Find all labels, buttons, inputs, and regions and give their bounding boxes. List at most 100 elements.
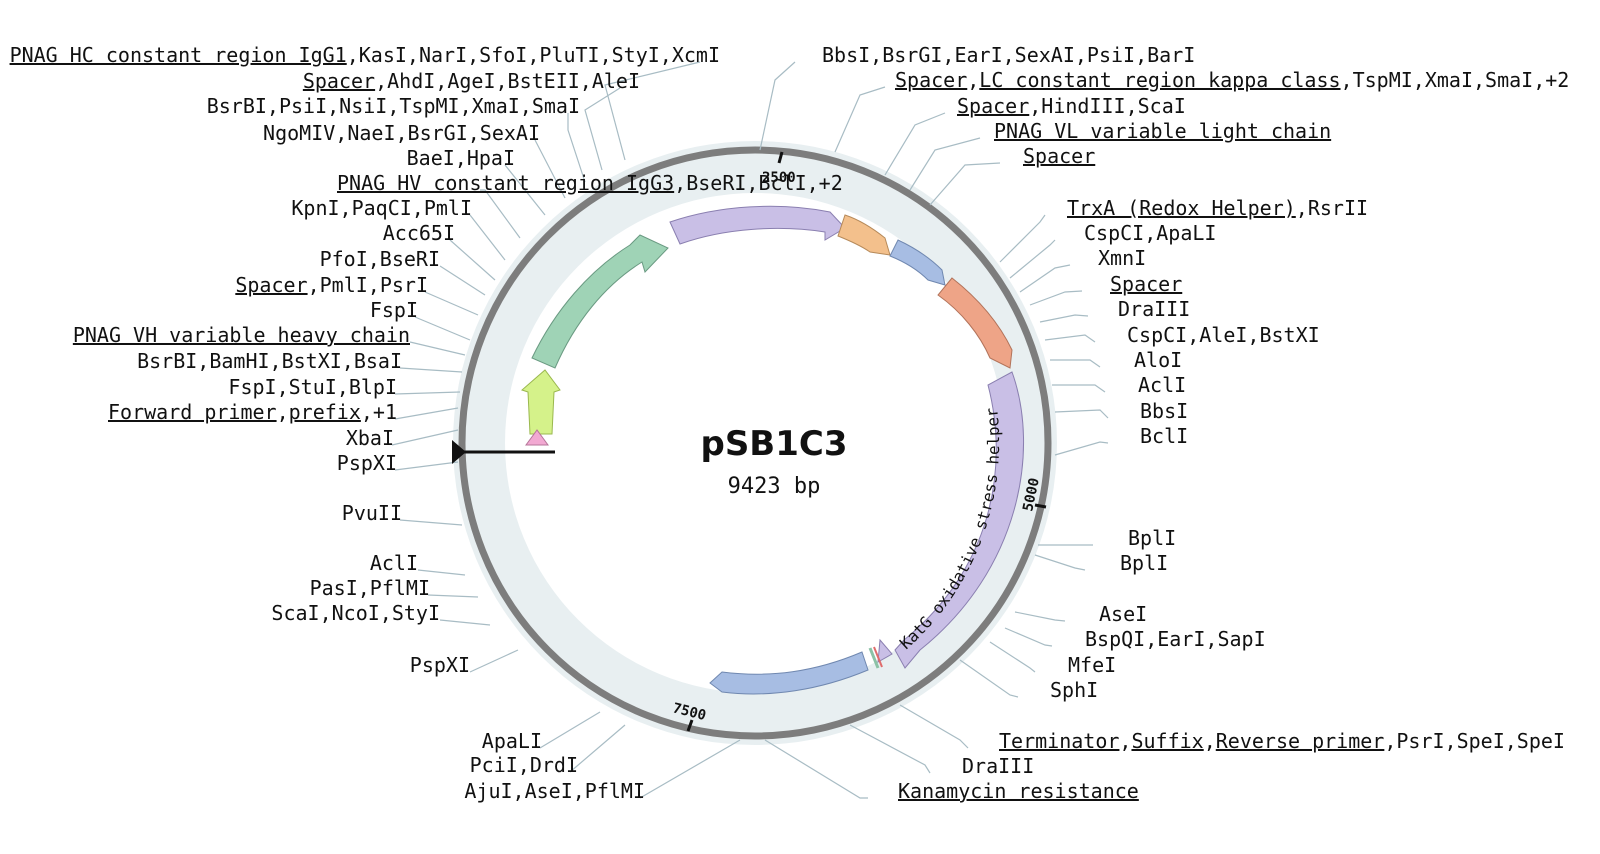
site-label-right-4: Spacer <box>1023 144 1095 168</box>
site-label-right-9: DraIII <box>1118 297 1190 321</box>
features <box>521 205 1025 695</box>
site-label-left-6: KpnI,PaqCI,PmlI <box>291 196 472 220</box>
site-names: DraIII <box>962 754 1034 778</box>
site-names: MfeI <box>1068 653 1116 677</box>
site-label-left-7: Acc65I <box>383 221 455 245</box>
site-label-left-16: PspXI <box>337 451 397 475</box>
feature-pnag-vl-variable <box>889 239 946 286</box>
feature-name: Spacer <box>303 69 375 93</box>
site-label-right-17: AseI <box>1099 602 1147 626</box>
feature-name: Kanamycin resistance <box>898 779 1139 803</box>
site-names: ,RsrII <box>1296 196 1368 220</box>
feature-name: PNAG HV constant region IgG3 <box>337 171 674 195</box>
site-label-right-20: SphI <box>1050 678 1098 702</box>
site-names: CspCI,ApaLI <box>1084 221 1216 245</box>
feature-forward-primer <box>525 429 549 446</box>
site-label-right-22: DraIII <box>962 754 1034 778</box>
site-label-right-5: TrxA (Redox Helper),RsrII <box>1067 196 1368 220</box>
site-label-left-3: NgoMIV,NaeI,BsrGI,SexAI <box>263 121 540 145</box>
feature-pnag-hc-constant-igg1 <box>669 205 846 245</box>
feature-name: LC constant region kappa class <box>979 68 1340 92</box>
site-names: ApaLI <box>482 729 542 753</box>
backbone-circle <box>458 146 1052 740</box>
tick-label-5000: 5000 <box>1020 477 1043 513</box>
site-label-left-21: PspXI <box>410 653 470 677</box>
site-label-left-5: PNAG HV constant region IgG3,BseRI,BclI,… <box>337 171 843 195</box>
feature-name: Terminator <box>999 729 1119 753</box>
site-label-left-2: BsrBI,PsiI,NsiI,TspMI,XmaI,SmaI <box>207 94 580 118</box>
site-names: BsrBI,BamHI,BstXI,BsaI <box>137 349 402 373</box>
tick-label-7500: 7500 <box>671 700 708 724</box>
site-label-left-15: XbaI <box>346 426 394 450</box>
site-names: BbsI,BsrGI,EarI,SexAI,PsiI,BarI <box>822 43 1195 67</box>
feature-name: Spacer <box>1110 272 1182 296</box>
site-names: XmnI <box>1098 246 1146 270</box>
site-label-left-8: PfoI,BseRI <box>320 247 440 271</box>
site-label-right-18: BspQI,EarI,SapI <box>1085 627 1266 651</box>
feature-reverse-primer-marker <box>873 646 883 668</box>
site-label-left-0: PNAG HC constant region IgG1,KasI,NarI,S… <box>10 43 720 67</box>
site-names: DraIII <box>1118 297 1190 321</box>
feature-name: PNAG VH variable heavy chain <box>73 323 410 347</box>
site-label-left-14: Forward primer,prefix,+1 <box>108 400 397 424</box>
site-names: PfoI,BseRI <box>320 247 440 271</box>
feature-name: Reverse primer <box>1216 729 1385 753</box>
feature-name: PNAG HC constant region IgG1 <box>10 43 347 67</box>
feature-pnag-hv-constant-igg3 <box>531 234 669 369</box>
feature-name: Forward primer <box>108 400 277 424</box>
site-names: AloI <box>1134 348 1182 372</box>
site-names: SphI <box>1050 678 1098 702</box>
feature-name: Spacer <box>235 273 307 297</box>
site-names: BplI <box>1128 526 1176 550</box>
site-label-left-19: PasI,PflMI <box>310 576 430 600</box>
site-names: FspI,StuI,BlpI <box>228 375 397 399</box>
leader-lines <box>391 61 1109 799</box>
site-names: PvuII <box>342 501 402 525</box>
site-names: NgoMIV,NaeI,BsrGI,SexAI <box>263 121 540 145</box>
site-names: , <box>277 400 289 424</box>
site-names: AjuI,AseI,PflMI <box>464 779 645 803</box>
site-names: KpnI,PaqCI,PmlI <box>291 196 472 220</box>
site-label-right-3: PNAG VL variable light chain <box>994 119 1331 143</box>
site-names: BaeI,HpaI <box>407 146 515 170</box>
site-label-left-4: BaeI,HpaI <box>407 146 515 170</box>
site-label-left-13: FspI,StuI,BlpI <box>228 375 397 399</box>
feature-lc-constant-kappa <box>837 214 891 256</box>
site-names: FspI <box>370 298 418 322</box>
feature-name: Spacer <box>1023 144 1095 168</box>
site-label-left-12: BsrBI,BamHI,BstXI,BsaI <box>137 349 402 373</box>
site-names: ,TspMI,XmaI,SmaI,+2 <box>1341 68 1570 92</box>
site-names: ScaI,NcoI,StyI <box>271 601 440 625</box>
plasmid-length: 9423 bp <box>728 474 821 499</box>
tick-2500 <box>777 151 784 164</box>
site-label-right-6: CspCI,ApaLI <box>1084 221 1216 245</box>
map-inner-area <box>505 193 1005 693</box>
feature-name: PNAG VL variable light chain <box>994 119 1331 143</box>
site-names: AseI <box>1099 602 1147 626</box>
feature-terminator <box>877 638 893 663</box>
site-label-right-14: BclI <box>1140 424 1188 448</box>
site-label-left-24: AjuI,AseI,PflMI <box>464 779 645 803</box>
site-label-right-16: BplI <box>1120 551 1168 575</box>
site-names: CspCI,AleI,BstXI <box>1127 323 1320 347</box>
site-names: AclI <box>370 551 418 575</box>
position-ticks: 2500 5000 7500 <box>671 151 1047 732</box>
site-names: ,+1 <box>361 400 397 424</box>
site-names: ,PsrI,SpeI,SpeI <box>1384 729 1565 753</box>
feature-kanamycin-resistance <box>709 651 869 695</box>
site-names: PspXI <box>410 653 470 677</box>
site-label-left-22: ApaLI <box>482 729 542 753</box>
tick-5000 <box>1034 503 1047 509</box>
site-names: PasI,PflMI <box>310 576 430 600</box>
site-names: ,PmlI,PsrI <box>308 273 428 297</box>
site-label-right-2: Spacer,HindIII,ScaI <box>957 94 1186 118</box>
site-names: , <box>1204 729 1216 753</box>
site-names: BsrBI,PsiI,NsiI,TspMI,XmaI,SmaI <box>207 94 580 118</box>
site-names: BspQI,EarI,SapI <box>1085 627 1266 651</box>
origin-arrow <box>452 440 466 464</box>
site-label-left-23: PciI,DrdI <box>470 753 578 777</box>
site-label-right-1: Spacer,LC constant region kappa class,Ts… <box>895 68 1569 92</box>
site-label-left-1: Spacer,AhdI,AgeI,BstEII,AleI <box>303 69 640 93</box>
site-label-right-7: XmnI <box>1098 246 1146 270</box>
